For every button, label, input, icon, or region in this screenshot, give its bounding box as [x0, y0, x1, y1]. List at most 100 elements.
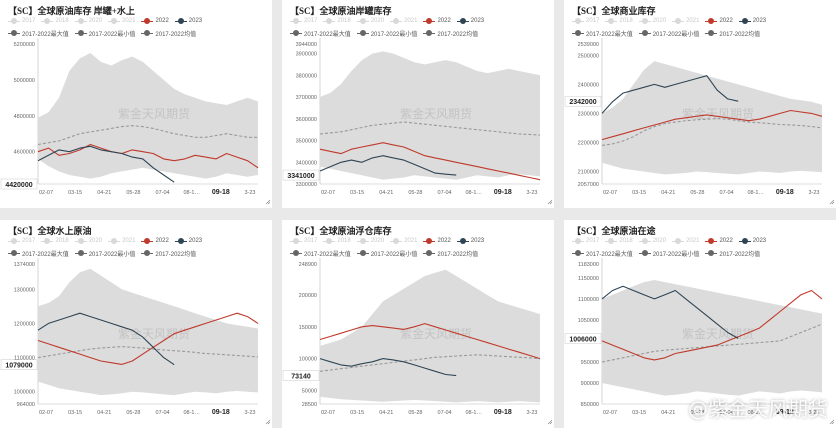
legend-label: 2017-2022最大值: [586, 251, 633, 258]
y-tick-label: 2539000: [578, 42, 599, 48]
legend-item-2017-2022[interactable]: 2017-2022均值: [141, 29, 196, 38]
legend-label: 2021: [122, 238, 136, 244]
range-band: [320, 51, 540, 180]
legend-item-2020[interactable]: 2020: [74, 18, 102, 24]
legend-item-2017-2022[interactable]: 2017-2022最小值: [356, 29, 417, 38]
y-tick-label: 850000: [581, 402, 599, 408]
legend-item-2018[interactable]: 2018: [41, 238, 69, 244]
legend-item-2022[interactable]: 2022: [705, 238, 733, 244]
legend-label: 2017-2022最小值: [652, 251, 700, 258]
legend-item-2018[interactable]: 2018: [41, 18, 69, 24]
legend-item-2018[interactable]: 2018: [605, 18, 633, 24]
legend-item-2017-2022[interactable]: 2017-2022最小值: [356, 249, 417, 258]
legend-item-2022[interactable]: 2022: [141, 238, 169, 244]
legend-label: 2022: [155, 18, 169, 24]
legend-swatch-icon: [738, 18, 751, 24]
legend-item-2023[interactable]: 2023: [174, 18, 202, 24]
legend-item-2022[interactable]: 2022: [423, 238, 451, 244]
range-band: [320, 269, 540, 403]
legend-item-2017-2022[interactable]: 2017-2022最小值: [638, 29, 699, 38]
series-2023-line: [37, 145, 175, 183]
legend-item-2017[interactable]: 2017: [290, 238, 317, 244]
legend-item-2022[interactable]: 2022: [705, 18, 733, 24]
legend-item-2021[interactable]: 2021: [672, 238, 699, 244]
legend-item-2023[interactable]: 2023: [738, 238, 766, 244]
legend-swatch-icon: [423, 18, 436, 24]
x-tick-label: 3-23: [244, 190, 255, 196]
legend-stats: 2017-2022最大值 2017-2022最小值 2017-2022均值: [572, 248, 760, 258]
series-mean-line: [319, 354, 541, 372]
legend-item-2023[interactable]: 2023: [456, 238, 484, 244]
current-value-box: [0, 178, 38, 190]
legend-label: 2017: [22, 18, 36, 24]
legend-item-2021[interactable]: 2021: [108, 18, 135, 24]
legend-item-2017[interactable]: 2017: [8, 18, 35, 24]
x-tick-label: 04-21: [661, 190, 675, 196]
legend-item-2017-2022[interactable]: 2017-2022最大值: [8, 29, 69, 38]
legend-swatch-icon: [141, 30, 154, 36]
current-value-label: 73140: [291, 374, 311, 381]
legend-item-2023[interactable]: 2023: [174, 238, 202, 244]
legend-item-2018[interactable]: 2018: [605, 238, 633, 244]
legend-item-2023[interactable]: 2023: [738, 18, 766, 24]
x-tick-label: 05-28: [690, 410, 704, 416]
legend-item-2017-2022[interactable]: 2017-2022最小值: [638, 249, 700, 258]
legend-item-2021[interactable]: 2021: [390, 238, 417, 244]
series-2023-line: [37, 312, 175, 366]
legend-item-2022[interactable]: 2022: [141, 18, 169, 24]
legend-item-2020[interactable]: 2020: [638, 238, 666, 244]
legend-item-2020[interactable]: 2020: [356, 18, 385, 24]
y-tick-label: 1374000: [14, 262, 35, 268]
legend-item-2017[interactable]: 2017: [8, 238, 35, 244]
legend-item-2017-2022[interactable]: 2017-2022最大值: [290, 249, 351, 258]
legend-swatch-icon: [390, 18, 403, 24]
legend-label: 2017-2022最大值: [304, 251, 351, 258]
legend-item-2017-2022[interactable]: 2017-2022最大值: [290, 29, 351, 38]
legend-item-2017-2022[interactable]: 2017-2022最大值: [572, 29, 633, 38]
legend-item-2018[interactable]: 2018: [323, 18, 351, 24]
x-tick-label: 04-21: [97, 410, 111, 416]
legend-item-2017-2022[interactable]: 2017-2022最大值: [572, 249, 633, 258]
legend-swatch-icon: [8, 30, 20, 36]
legend-item-2020[interactable]: 2020: [356, 238, 384, 244]
legend-item-2017-2022[interactable]: 2017-2022最小值: [74, 29, 135, 38]
legend-item-2017-2022[interactable]: 2017-2022最小值: [74, 249, 135, 258]
legend-label: 2020: [370, 18, 385, 24]
legend-item-2020[interactable]: 2020: [638, 18, 666, 24]
legend-item-2017-2022[interactable]: 2017-2022均值: [423, 249, 478, 258]
x-tick-label: 02-07: [603, 410, 617, 416]
legend-item-2021[interactable]: 2021: [108, 238, 135, 244]
legend-item-2017-2022[interactable]: 2017-2022均值: [423, 29, 478, 38]
legend-label: 2017-2022最大值: [586, 31, 633, 38]
legend-item-2021[interactable]: 2021: [672, 18, 699, 24]
x-tick-label: 03-15: [68, 190, 82, 196]
y-tick-label: 50000: [302, 388, 317, 394]
watermark-text: 紫金天风期货: [118, 326, 190, 341]
legend-item-2020[interactable]: 2020: [74, 238, 102, 244]
legend-label: 2017-2022均值: [155, 251, 197, 258]
series-2023-line: [319, 358, 457, 377]
legend-swatch-icon: [356, 18, 369, 24]
chart-panel-4: 【SC】全球原油浮仓库存 2017 2018 2020 2021 2022 2023 20…: [282, 220, 554, 428]
legend-item-2017-2022[interactable]: 2017-2022最大值: [8, 249, 69, 258]
legend-item-2017[interactable]: 2017: [572, 18, 599, 24]
legend-item-2017[interactable]: 2017: [290, 18, 317, 24]
legend-item-2018[interactable]: 2018: [323, 238, 351, 244]
x-tick-label: 3-23: [244, 410, 255, 416]
series-2023-line: [601, 285, 739, 339]
x-tick-label: 02-07: [603, 190, 617, 196]
x-tick-label: 09-18: [212, 189, 230, 196]
legend-item-2017-2022[interactable]: 2017-2022均值: [141, 249, 196, 258]
legend-item-2022[interactable]: 2022: [423, 18, 451, 24]
legend-item-2023[interactable]: 2023: [456, 18, 484, 24]
x-tick-label: 04-21: [379, 410, 393, 416]
y-tick-label: 964000: [17, 402, 35, 408]
legend-item-2021[interactable]: 2021: [390, 18, 417, 24]
series-2022-line: [319, 142, 541, 181]
legend-item-2017-2022[interactable]: 2017-2022均值: [705, 249, 760, 258]
x-tick-label: 03-15: [632, 190, 646, 196]
legend-stats: 2017-2022最大值 2017-2022最小值 2017-2022均值: [290, 28, 478, 38]
legend-item-2017-2022[interactable]: 2017-2022均值: [705, 29, 760, 38]
legend-years: 2017 2018 2020 2021 2022 2023: [8, 16, 202, 26]
legend-item-2017[interactable]: 2017: [572, 238, 599, 244]
